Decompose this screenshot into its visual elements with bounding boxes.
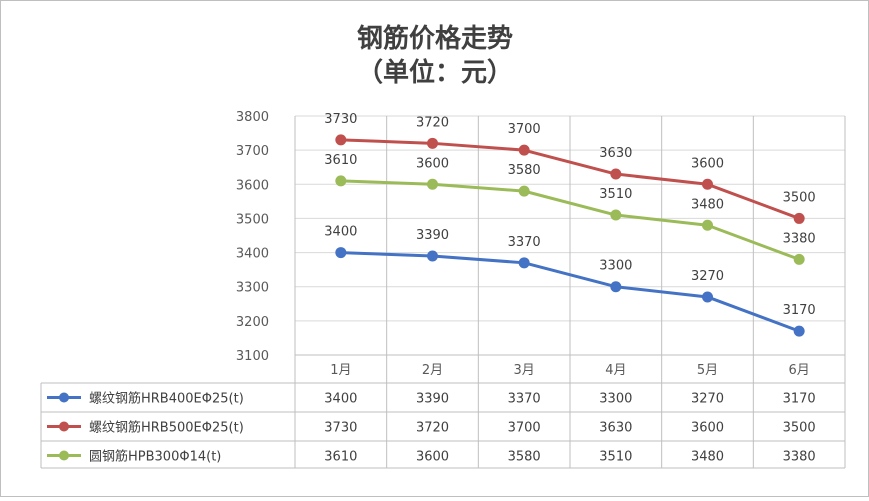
table-cell: 3700 (508, 421, 541, 436)
y-tick-label: 3700 (236, 144, 269, 159)
data-point (793, 212, 805, 224)
data-label: 3600 (416, 156, 449, 171)
table-cell: 3170 (783, 392, 816, 407)
legend-key-marker (59, 421, 69, 432)
chart-title: 钢筋价格走势 (357, 23, 513, 54)
data-point (610, 281, 622, 293)
legend-entry: 螺纹钢筋HRB500EΦ25(t) (89, 420, 244, 436)
series-line (340, 179, 800, 261)
data-label: 3600 (691, 156, 724, 171)
chart-subtitle: （单位：元） (357, 57, 513, 88)
data-point (518, 257, 530, 269)
table-cell: 3480 (691, 450, 724, 465)
y-tick-label: 3600 (236, 178, 269, 193)
data-label: 3300 (599, 259, 632, 274)
data-point (518, 185, 530, 197)
data-point (427, 250, 438, 262)
table-cell: 3380 (783, 450, 816, 465)
table-cell: 3610 (324, 450, 357, 465)
y-tick-label: 3200 (236, 315, 269, 330)
table-cell: 3400 (324, 392, 357, 407)
legend-entry: 螺纹钢筋HRB400EΦ25(t) (89, 391, 244, 407)
data-label: 3510 (599, 187, 632, 202)
y-tick-label: 3400 (236, 247, 269, 262)
x-tick-label: 4月 (605, 363, 626, 378)
table-cell: 3630 (599, 421, 632, 436)
table-cell: 3500 (783, 421, 816, 436)
series-line (340, 251, 800, 333)
data-label: 3480 (691, 197, 724, 212)
data-label: 3630 (599, 146, 632, 161)
data-label: 3380 (783, 231, 816, 246)
data-label: 3580 (508, 163, 541, 178)
table-cell: 3370 (508, 392, 541, 407)
data-label: 3170 (783, 303, 816, 318)
table-cell: 3580 (508, 450, 541, 465)
data-point (793, 253, 805, 265)
series-line (340, 138, 800, 220)
table-cell: 3390 (416, 392, 449, 407)
x-tick-label: 5月 (697, 363, 718, 378)
data-label: 3500 (783, 190, 816, 205)
table-cell: 3720 (416, 421, 449, 436)
data-label: 3610 (324, 153, 357, 168)
x-tick-label: 6月 (789, 363, 810, 378)
table-cell: 3510 (599, 450, 632, 465)
data-label: 3390 (416, 228, 449, 243)
data-point (610, 209, 622, 221)
table-cell: 3600 (691, 421, 724, 436)
series-lines (335, 134, 805, 337)
data-label: 3270 (691, 269, 724, 284)
data-label: 3370 (508, 235, 541, 250)
table-cell: 3300 (599, 392, 632, 407)
data-label: 3720 (416, 115, 449, 130)
y-tick-label: 3800 (236, 110, 269, 125)
y-tick-label: 3100 (236, 349, 269, 364)
data-point (702, 219, 713, 231)
data-point (702, 178, 713, 190)
data-point (335, 134, 347, 146)
data-label: 3730 (324, 112, 357, 127)
data-point (610, 168, 622, 180)
legend-entry: 圆钢筋HPB300Φ14(t) (89, 449, 221, 465)
data-point (335, 247, 347, 259)
table-cell: 3600 (416, 450, 449, 465)
legend-key-marker (59, 450, 69, 461)
table-cell: 3270 (691, 392, 724, 407)
data-point (518, 144, 530, 156)
data-point (702, 291, 713, 303)
y-tick-label: 3500 (236, 212, 269, 227)
y-tick-label: 3300 (236, 281, 269, 296)
data-point (335, 175, 347, 187)
data-point (427, 137, 438, 149)
x-tick-label: 3月 (514, 363, 535, 378)
data-labels: 3400 3390 3370 3300 3270 3170 3730 3720 3700 3630… (324, 112, 815, 318)
data-label: 3700 (508, 122, 541, 137)
table-cell: 3730 (324, 421, 357, 436)
data-point (427, 178, 438, 190)
legend-key-marker (59, 392, 69, 403)
x-tick-label: 2月 (422, 363, 443, 378)
data-point (793, 325, 805, 337)
data-label: 3400 (324, 225, 357, 240)
x-tick-label: 1月 (330, 363, 351, 378)
